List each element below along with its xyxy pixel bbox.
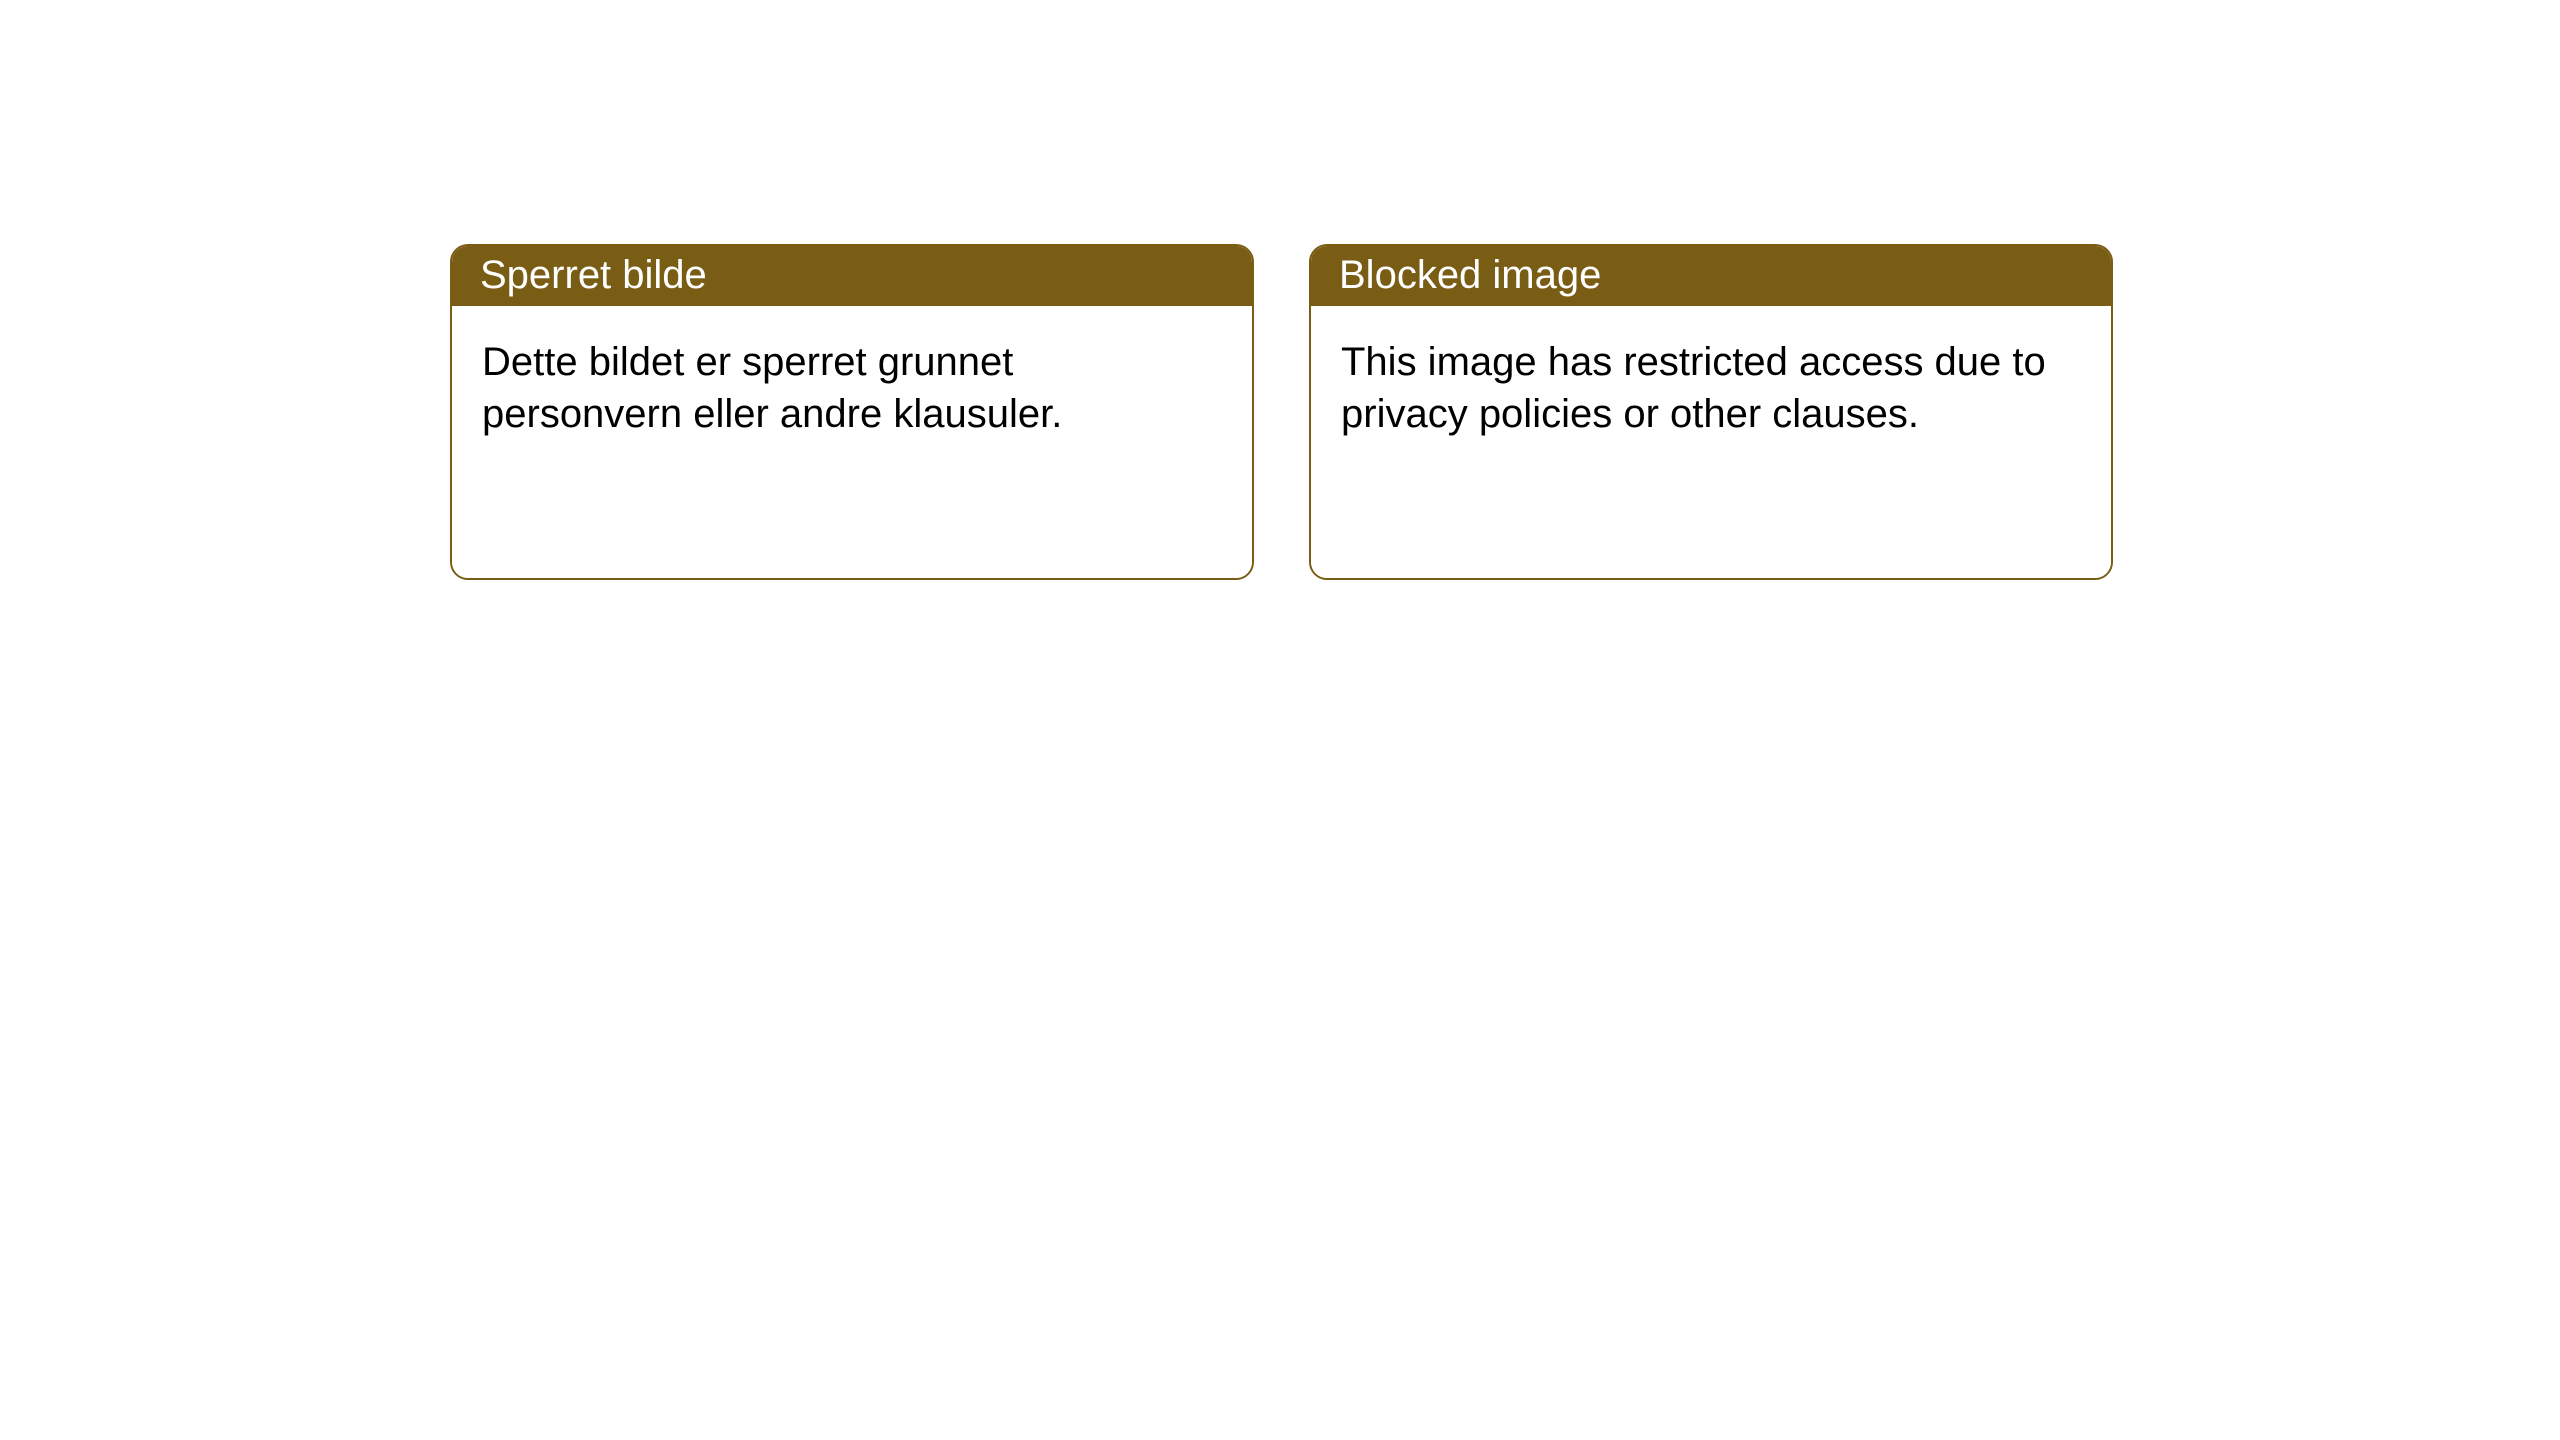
notice-container: Sperret bilde Dette bildet er sperret gr… — [0, 0, 2560, 580]
notice-box-norwegian: Sperret bilde Dette bildet er sperret gr… — [450, 244, 1254, 580]
notice-box-english: Blocked image This image has restricted … — [1309, 244, 2113, 580]
notice-body-norwegian: Dette bildet er sperret grunnet personve… — [452, 306, 1252, 578]
notice-header-english: Blocked image — [1311, 246, 2111, 306]
notice-body-english: This image has restricted access due to … — [1311, 306, 2111, 578]
notice-header-norwegian: Sperret bilde — [452, 246, 1252, 306]
